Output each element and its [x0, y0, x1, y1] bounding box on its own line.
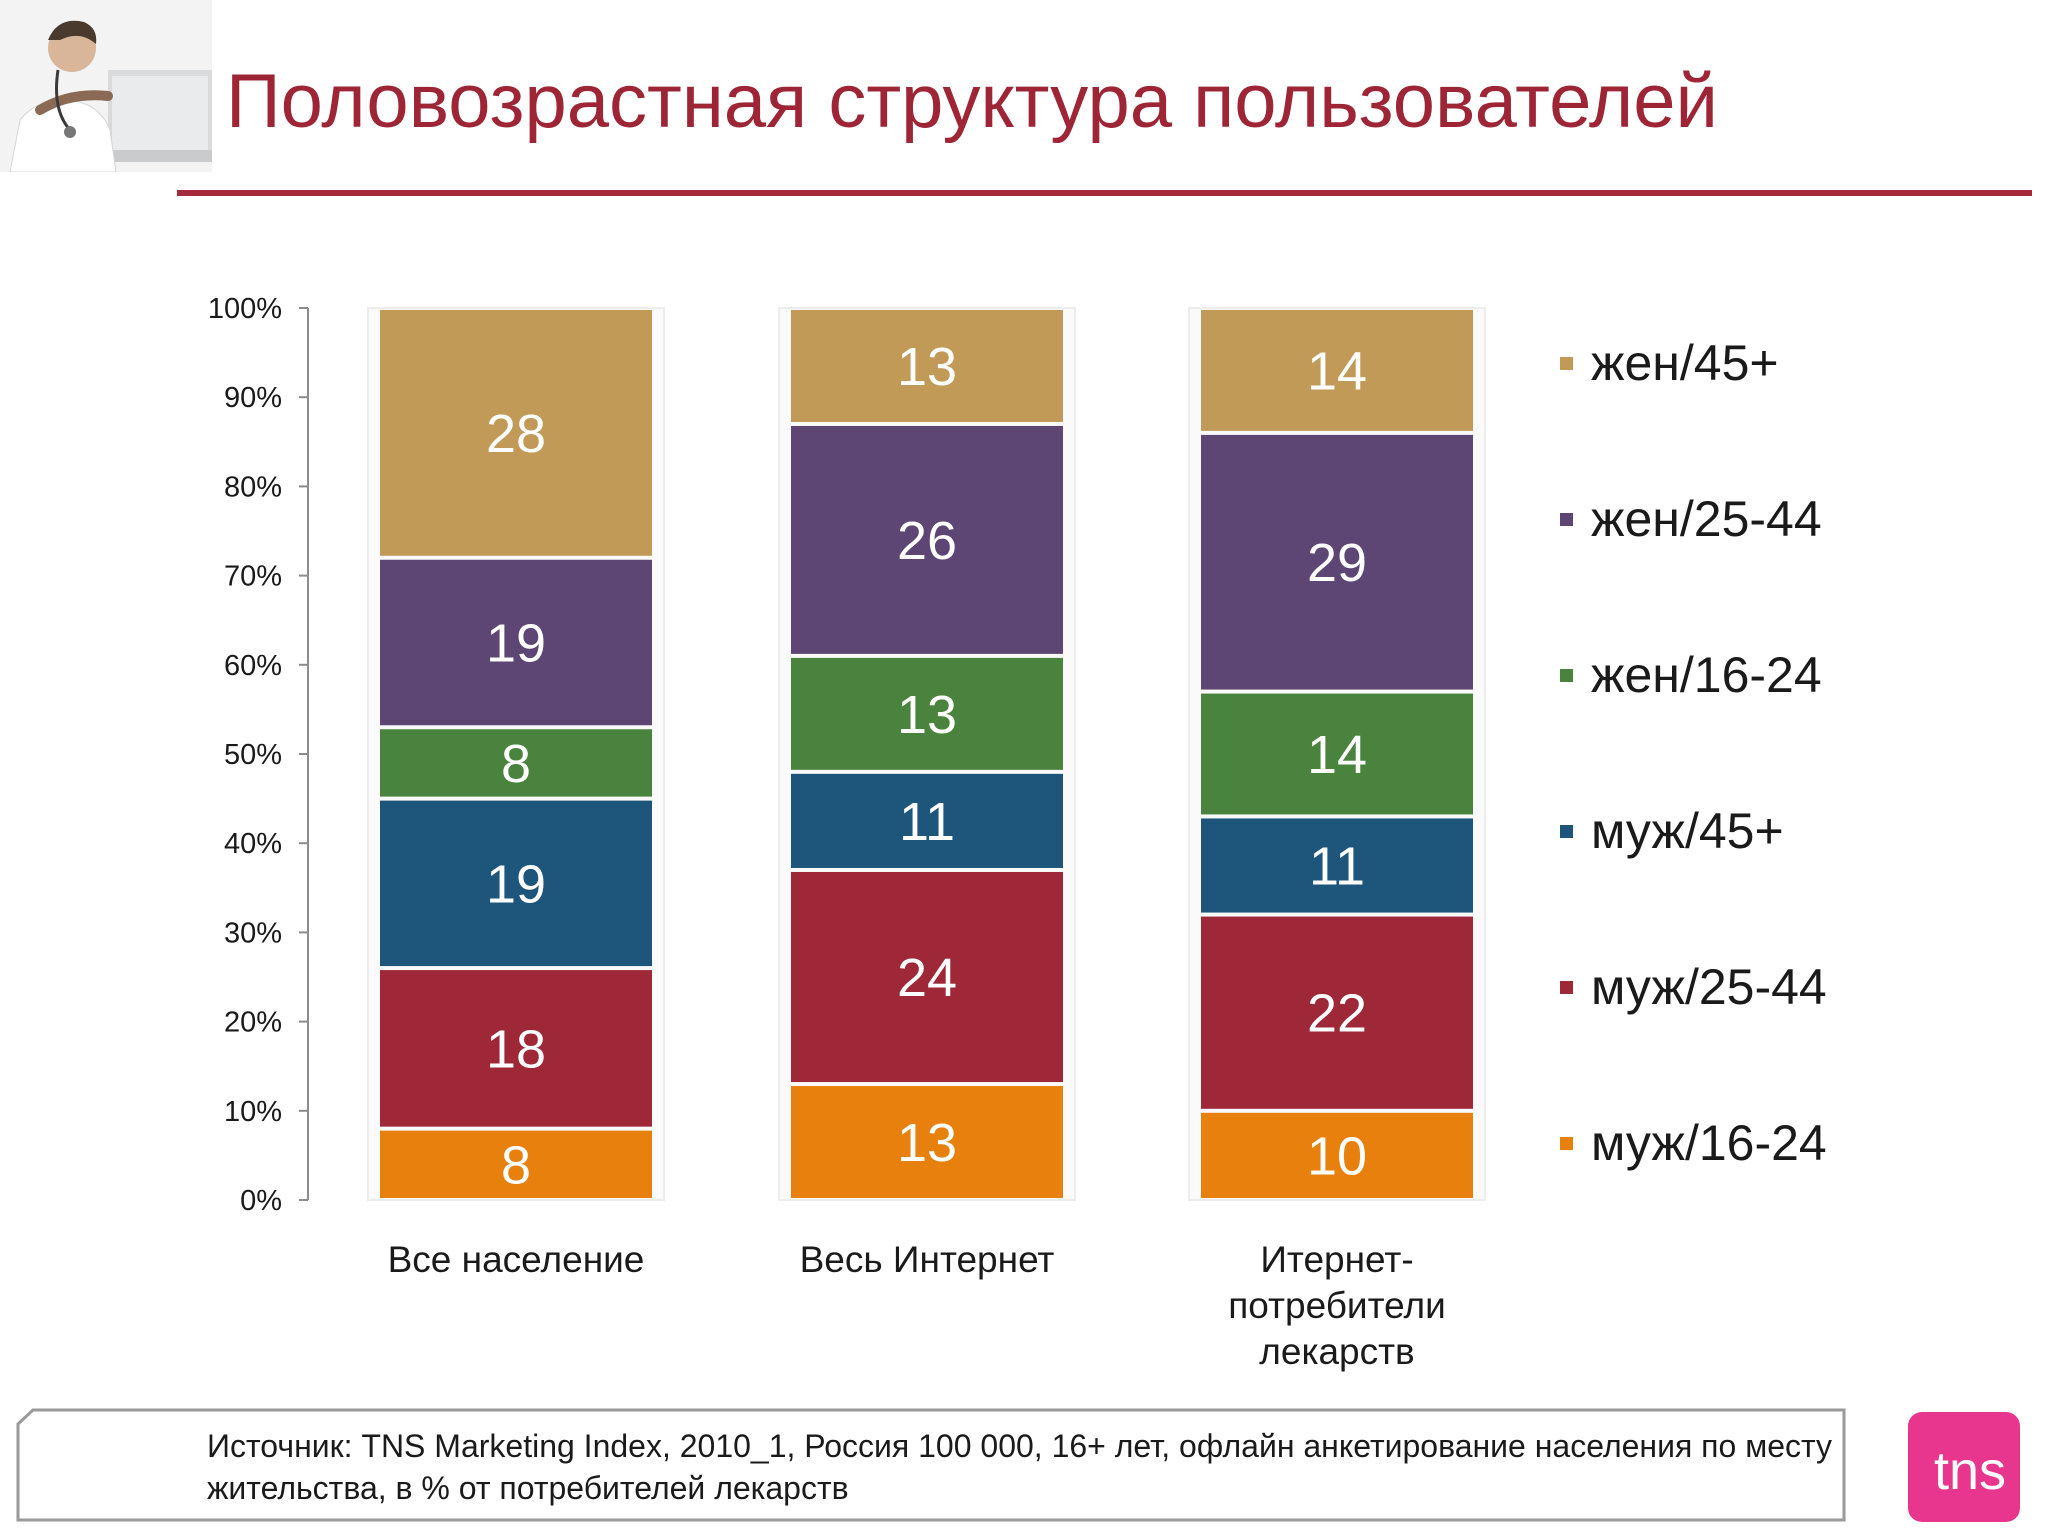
bar-value-label: 13: [897, 1113, 957, 1173]
bar-value-label: 14: [1307, 341, 1367, 401]
bar-value-label: 11: [1309, 837, 1365, 897]
bar-segment: [380, 1130, 652, 1198]
y-axis: 0% 10% 20% 30% 40% 50% 60% 70% 80% 90% 100%: [208, 293, 309, 1217]
bar-value-label: 22: [1307, 984, 1367, 1044]
y-tick-label: 100%: [208, 293, 282, 325]
x-axis-labels: Все население Весь Интернет Итернет-потреб…: [388, 1239, 1446, 1372]
bar-segment: [791, 773, 1063, 868]
y-tick-label: 10%: [224, 1096, 282, 1128]
bar-value-label: 8: [501, 734, 531, 794]
y-tick-label: 60%: [224, 650, 282, 682]
bar-segment: [380, 970, 652, 1127]
y-tick-label: 80%: [224, 471, 282, 503]
y-tick-label: 40%: [224, 828, 282, 860]
bar-segment: [1201, 818, 1473, 913]
bar-segment: [791, 1086, 1063, 1198]
source-note: Источник: TNS Marketing Index, 2010_1, Р…: [207, 1428, 1832, 1506]
bar-value-label: 13: [897, 685, 957, 745]
bar-segment: [791, 657, 1063, 770]
bar-value-label: 18: [486, 1019, 546, 1079]
bar-value-label: 13: [897, 337, 957, 397]
y-tick-label: 20%: [224, 1007, 282, 1039]
bar-segment: [380, 729, 652, 797]
bar-segment: [1201, 693, 1473, 815]
bar-value-label: 19: [486, 854, 546, 914]
y-tick-label: 70%: [224, 561, 282, 593]
bar-value-label: 11: [899, 792, 955, 852]
bars: 8 18 19 8 19 28 13 24 11 13 26 13 10 22 11 14 29 14: [367, 307, 1486, 1201]
bar-value-label: 29: [1307, 533, 1367, 593]
bar-segment: [791, 871, 1063, 1083]
bar-segment: [1201, 1112, 1473, 1198]
bar-value-label: 14: [1307, 725, 1367, 785]
bar-segment: [1201, 434, 1473, 690]
bar-segment: [380, 559, 652, 726]
bar-segment: [1201, 916, 1473, 1109]
logo-text: tns: [1934, 1441, 2007, 1501]
tns-logo: tns: [1908, 1412, 2020, 1522]
bar-value-label: 24: [897, 948, 957, 1008]
x-category-label: Все население: [388, 1239, 645, 1280]
bar-segment: [380, 310, 652, 556]
bar-value-label: 8: [501, 1135, 531, 1195]
x-category-label: лекарств: [1259, 1331, 1414, 1372]
y-tick-label: 50%: [224, 739, 282, 771]
x-category-label: потребители: [1228, 1285, 1445, 1326]
bar-value-label: 19: [486, 614, 546, 674]
source-note-box: [16, 1408, 1846, 1522]
bar-segment: [791, 310, 1063, 422]
y-tick-label: 0%: [240, 1185, 282, 1217]
bar-segment: [1201, 310, 1473, 431]
bar-value-label: 26: [897, 511, 957, 571]
bar-value-label: 10: [1307, 1126, 1367, 1186]
y-tick-label: 90%: [224, 382, 282, 414]
title-divider: [177, 190, 2032, 196]
doctor-photo: [0, 0, 212, 172]
bar-value-label: 28: [486, 404, 546, 464]
slide-title: Половозрастная структура пользователей: [226, 59, 1718, 144]
stacked-bar-chart: 0%10%20%30%40%50%60%70%80%90%100% 818198…: [208, 293, 1486, 1372]
y-tick-label: 30%: [224, 917, 282, 949]
bar-segment: [791, 425, 1063, 654]
x-category-label: Итернет-: [1260, 1239, 1413, 1280]
x-category-label: Весь Интернет: [800, 1239, 1055, 1280]
bar-segment: [380, 800, 652, 967]
